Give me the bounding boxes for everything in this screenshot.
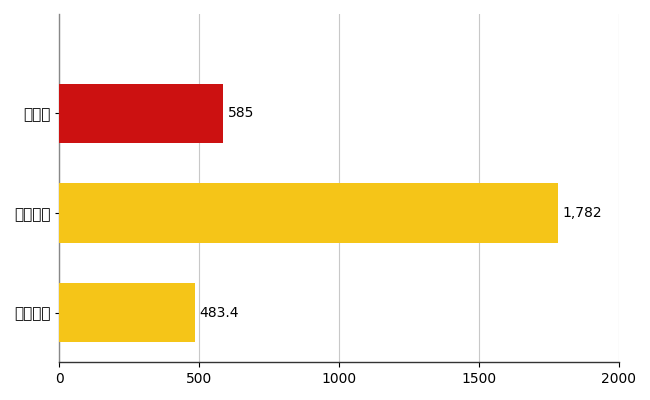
Bar	[59, 84, 223, 143]
Text: 585: 585	[228, 106, 254, 120]
Text: 483.4: 483.4	[200, 306, 239, 320]
Text: 1,782: 1,782	[563, 206, 603, 220]
Bar	[59, 283, 194, 342]
Bar	[59, 183, 558, 243]
